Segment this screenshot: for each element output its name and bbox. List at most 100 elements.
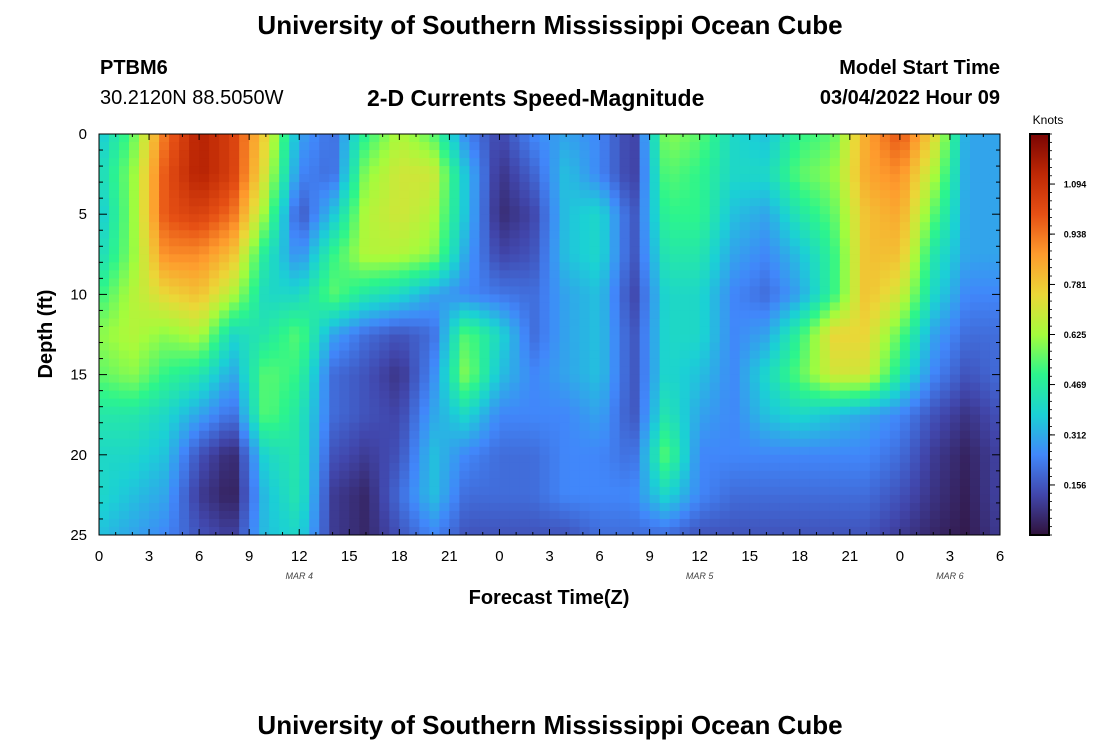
heatmap-cell (719, 326, 731, 336)
heatmap-cell (919, 502, 931, 512)
heatmap-cell (639, 222, 651, 231)
heatmap-cell (469, 214, 481, 223)
heatmap-cell (539, 454, 551, 464)
heatmap-cell (219, 478, 230, 488)
heatmap-cell (859, 174, 871, 183)
heatmap-cell (719, 438, 731, 448)
heatmap-cell (569, 142, 581, 151)
heatmap-cell (809, 222, 821, 231)
heatmap-cell (749, 286, 761, 295)
heatmap-cell (589, 326, 601, 336)
heatmap-cell (159, 182, 170, 191)
heatmap-cell (129, 270, 140, 279)
heatmap-cell (659, 366, 671, 376)
heatmap-cell (649, 270, 661, 279)
heatmap-cell (449, 182, 460, 191)
heatmap-cell (859, 262, 871, 271)
heatmap-cell (219, 502, 230, 512)
heatmap-cell (169, 150, 180, 159)
heatmap-cell (849, 494, 861, 504)
heatmap-cell (129, 342, 140, 352)
heatmap-cell (99, 230, 110, 239)
heatmap-cell (619, 318, 631, 328)
heatmap-cell (569, 254, 581, 263)
heatmap-cell (119, 302, 130, 312)
heatmap-cell (559, 406, 571, 416)
heatmap-cell (349, 478, 360, 488)
heatmap-cell (399, 358, 410, 368)
heatmap-cell (719, 382, 731, 392)
heatmap-cell (229, 318, 240, 328)
heatmap-cell (319, 310, 330, 320)
heatmap-cell (939, 462, 951, 472)
heatmap-cell (309, 350, 320, 360)
heatmap-cell (159, 462, 170, 472)
heatmap-cell (559, 342, 571, 352)
heatmap-cell (239, 262, 250, 271)
heatmap-cell (169, 390, 180, 400)
heatmap-cell (759, 510, 771, 520)
heatmap-cell (529, 334, 541, 344)
heatmap-cell (569, 518, 581, 528)
heatmap-cell (719, 374, 731, 384)
heatmap-cell (109, 230, 120, 239)
heatmap-cell (849, 526, 861, 535)
heatmap-cell (129, 502, 140, 512)
heatmap-cell (539, 486, 551, 496)
heatmap-cell (219, 390, 230, 400)
heatmap-cell (899, 342, 911, 352)
heatmap-cell (879, 390, 891, 400)
heatmap-cell (569, 446, 581, 456)
heatmap-cell (969, 478, 981, 488)
heatmap-cell (709, 342, 721, 352)
heatmap-cell (279, 246, 290, 255)
heatmap-cell (769, 222, 781, 231)
heatmap-cell (789, 166, 801, 175)
heatmap-cell (939, 302, 951, 312)
heatmap-cell (749, 206, 761, 215)
heatmap-cell (819, 518, 831, 528)
heatmap-cell (119, 454, 130, 464)
heatmap-cell (569, 182, 581, 191)
heatmap-cell (649, 526, 661, 535)
heatmap-cell (489, 454, 501, 464)
heatmap-cell (889, 134, 901, 143)
heatmap-cell (259, 414, 270, 424)
heatmap-cell (99, 326, 110, 336)
heatmap-cell (649, 134, 661, 143)
heatmap-cell (729, 286, 741, 295)
heatmap-cell (339, 414, 350, 424)
heatmap-cell (129, 190, 140, 199)
heatmap-cell (599, 326, 611, 336)
heatmap-cell (199, 198, 210, 207)
heatmap-cell (429, 238, 440, 247)
heatmap-cell (329, 302, 340, 312)
heatmap-cell (459, 390, 471, 400)
heatmap-cell (699, 318, 711, 328)
heatmap-cell (659, 526, 671, 535)
heatmap-cell (449, 510, 460, 520)
heatmap-cell (429, 198, 440, 207)
heatmap-cell (519, 142, 531, 151)
heatmap-cell (399, 366, 410, 376)
heatmap-cell (839, 318, 851, 328)
heatmap-cell (939, 278, 951, 287)
y-tick-label: 5 (79, 206, 87, 223)
heatmap-cell (539, 358, 551, 368)
heatmap-cell (259, 478, 270, 488)
heatmap-cell (919, 414, 931, 424)
heatmap-cell (229, 286, 240, 295)
heatmap-cell (549, 278, 561, 287)
heatmap-cell (689, 430, 701, 440)
heatmap-cell (739, 382, 751, 392)
heatmap-cell (279, 350, 290, 360)
heatmap-cell (759, 302, 771, 312)
heatmap-cell (899, 190, 911, 199)
heatmap-cell (759, 350, 771, 360)
heatmap-cell (959, 190, 971, 199)
heatmap-cell (909, 142, 921, 151)
heatmap-cell (229, 422, 240, 432)
heatmap-cell (199, 366, 210, 376)
heatmap-cell (159, 358, 170, 368)
heatmap-cell (969, 294, 981, 304)
